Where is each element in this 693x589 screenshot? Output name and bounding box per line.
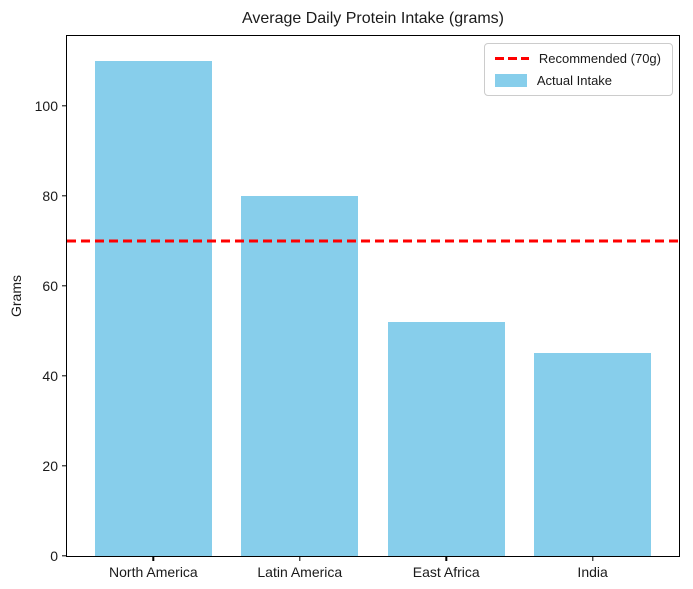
y-tick-label: 0 (50, 548, 58, 564)
recommended-line (67, 239, 679, 243)
y-tick-mark (62, 105, 66, 107)
chart-title: Average Daily Protein Intake (grams) (241, 10, 505, 27)
y-tick-mark (62, 285, 66, 287)
y-axis-label: Grams (8, 275, 24, 317)
legend-entry-recommended: Recommended (70g) (494, 51, 661, 66)
x-tick-label-north-america: North America (109, 564, 198, 580)
y-tick-mark (62, 555, 66, 557)
x-tick-label-east-africa: East Africa (412, 564, 480, 580)
x-tick-label-india: India (577, 564, 608, 580)
legend: Recommended (70g) Actual Intake (483, 43, 673, 96)
y-tick-label: 60 (42, 277, 58, 294)
dashed-line-swatch (494, 57, 529, 60)
x-tick-mark (591, 557, 594, 561)
legend-label: Actual Intake (536, 73, 613, 88)
y-tick-label: 20 (42, 457, 58, 474)
y-tick-mark (62, 375, 66, 377)
y-tick-label: 100 (34, 97, 58, 114)
legend-entry-actual: Actual Intake (494, 73, 661, 88)
y-tick-label: 80 (42, 187, 58, 204)
y-tick-label: 40 (42, 367, 58, 384)
legend-label: Recommended (70g) (538, 51, 661, 66)
bar-north-america (94, 60, 212, 556)
bar-india (534, 353, 652, 556)
bar-latin-america (241, 195, 359, 556)
x-tick-mark (152, 557, 155, 561)
x-tick-label-latin-america: Latin America (257, 564, 343, 580)
bar-east-africa (387, 321, 505, 556)
y-tick-mark (62, 195, 66, 197)
x-tick-mark (299, 557, 301, 561)
bar-swatch (494, 74, 527, 87)
plot-area: 0 20 40 60 80 100 North America Latin America Ea… (35, 35, 680, 580)
y-tick-mark (62, 465, 66, 467)
x-tick-mark (445, 557, 447, 561)
